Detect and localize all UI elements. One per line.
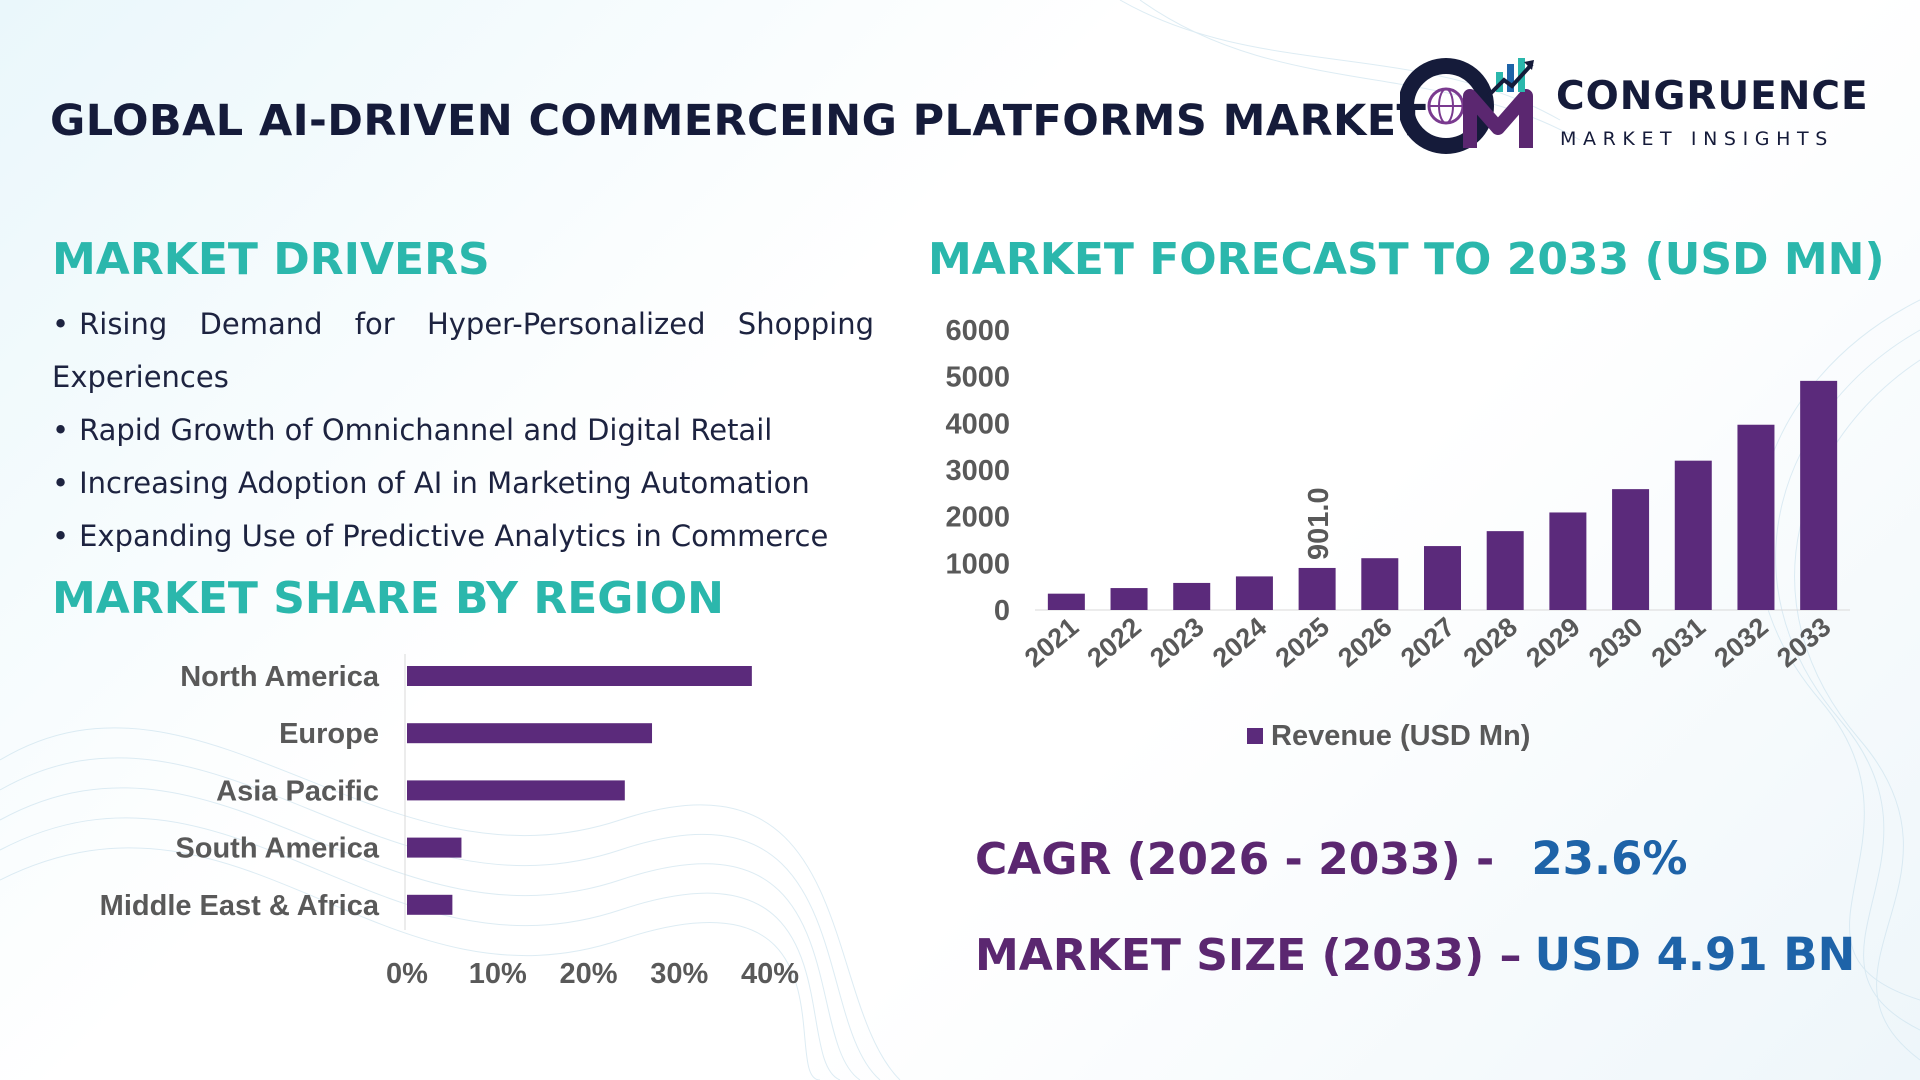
region-bar xyxy=(407,780,625,801)
forecast-bar xyxy=(1612,489,1650,610)
forecast-bar xyxy=(1047,593,1085,610)
forecast-x-tick: 2029 xyxy=(1520,612,1585,674)
forecast-x-tick: 2032 xyxy=(1709,612,1774,674)
forecast-x-tick: 2026 xyxy=(1332,612,1397,674)
cagr-value: 23.6% xyxy=(1531,832,1688,885)
forecast-y-tick: 1000 xyxy=(945,548,1010,580)
forecast-bar xyxy=(1549,512,1587,610)
forecast-data-label: 901.0 xyxy=(1303,487,1335,560)
forecast-x-tick: 2028 xyxy=(1458,612,1523,674)
forecast-x-tick: 2023 xyxy=(1144,612,1209,674)
forecast-x-tick: 2025 xyxy=(1270,612,1335,674)
forecast-x-tick: 2027 xyxy=(1395,612,1460,674)
region-tick-label: 10% xyxy=(469,958,527,990)
market-size-label: MARKET SIZE (2033) – xyxy=(975,930,1522,981)
forecast-y-tick: 4000 xyxy=(945,408,1010,440)
drivers-title: MARKET DRIVERS xyxy=(52,234,490,285)
logo-tagline: MARKET INSIGHTS xyxy=(1560,128,1834,150)
forecast-bar xyxy=(1424,546,1461,610)
region-title: MARKET SHARE BY REGION xyxy=(52,573,724,624)
region-tick-label: 30% xyxy=(650,958,708,990)
forecast-bar xyxy=(1486,531,1524,610)
forecast-title: MARKET FORECAST TO 2033 (USD MN) xyxy=(928,234,1885,285)
forecast-x-tick: 2031 xyxy=(1646,612,1711,674)
region-category-label: North America xyxy=(180,661,380,693)
forecast-y-tick: 5000 xyxy=(945,362,1010,394)
region-bar xyxy=(407,837,462,858)
forecast-y-tick: 3000 xyxy=(945,455,1010,487)
region-tick-label: 40% xyxy=(741,958,799,990)
region-tick-label: 0% xyxy=(386,958,428,990)
market-size-value: USD 4.91 BN xyxy=(1534,928,1856,981)
legend-swatch xyxy=(1247,728,1263,744)
forecast-bar xyxy=(1361,558,1399,610)
region-tick-label: 20% xyxy=(559,958,617,990)
forecast-bar xyxy=(1737,424,1775,610)
forecast-chart: 0100020003000400050006000202120222023202… xyxy=(945,315,1850,752)
logo-name: CONGRUENCE xyxy=(1556,74,1869,119)
forecast-x-tick: 2021 xyxy=(1019,612,1084,674)
driver-item: Rapid Growth of Omnichannel and Digital … xyxy=(52,404,874,457)
forecast-bar xyxy=(1110,588,1148,610)
cagr-label: CAGR (2026 - 2033) - xyxy=(975,834,1495,885)
legend-label: Revenue (USD Mn) xyxy=(1271,720,1530,752)
region-category-label: Asia Pacific xyxy=(216,775,379,807)
forecast-x-tick: 2033 xyxy=(1771,612,1836,674)
forecast-x-tick: 2030 xyxy=(1583,612,1648,674)
forecast-bar xyxy=(1235,576,1273,610)
driver-item: Expanding Use of Predictive Analytics in… xyxy=(52,510,874,563)
forecast-bar xyxy=(1173,582,1211,610)
driver-item: Increasing Adoption of AI in Marketing A… xyxy=(52,457,874,510)
forecast-y-tick: 6000 xyxy=(945,315,1010,347)
drivers-list: Rising Demand for Hyper-Personalized Sho… xyxy=(52,298,874,563)
region-category-label: Europe xyxy=(279,718,379,750)
region-bar xyxy=(407,894,453,915)
forecast-x-tick: 2024 xyxy=(1207,612,1272,674)
forecast-bar xyxy=(1298,567,1336,610)
driver-item: Rising Demand for Hyper-Personalized Sho… xyxy=(52,298,874,404)
page-title: GLOBAL AI-DRIVEN COMMERCEING PLATFORMS M… xyxy=(50,96,1427,146)
region-category-label: South America xyxy=(175,833,379,865)
forecast-y-tick: 2000 xyxy=(945,502,1010,534)
forecast-y-tick: 0 xyxy=(994,595,1010,627)
forecast-bar xyxy=(1674,460,1712,610)
region-category-label: Middle East & Africa xyxy=(100,890,380,922)
forecast-bar xyxy=(1800,380,1838,610)
region-bar xyxy=(407,723,653,744)
region-bar xyxy=(407,666,752,686)
forecast-x-tick: 2022 xyxy=(1082,612,1147,674)
logo-icon xyxy=(1400,58,1534,154)
region-share-chart: North America Europe Asia Pacific South Ame… xyxy=(100,654,799,990)
